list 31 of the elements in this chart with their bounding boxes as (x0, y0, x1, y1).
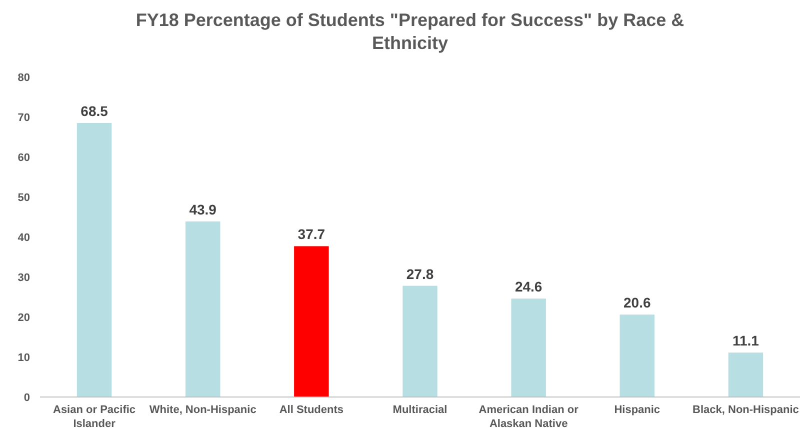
x-tick-label: Hispanic (614, 404, 660, 416)
bar (294, 246, 329, 397)
y-tick-label: 10 (18, 352, 30, 364)
bar (511, 298, 546, 397)
y-tick-label: 40 (18, 232, 30, 244)
x-tick-label: Multiracial (392, 404, 448, 416)
data-label: 43.9 (189, 201, 217, 218)
bar (728, 352, 764, 397)
y-tick-label: 20 (18, 312, 30, 324)
data-label: 11.1 (732, 332, 760, 349)
chart-title: FY18 Percentage of Students "Prepared for Success" by Race & Ethnicity (136, 10, 684, 53)
x-tick-label: Black, Non-Hispanic (692, 404, 799, 416)
x-tick-label: American Indian or Alaskan Native (478, 404, 580, 430)
bar (76, 123, 112, 397)
y-tick-label: 70 (18, 112, 30, 124)
data-label: 27.8 (406, 266, 434, 282)
data-label: 24.6 (514, 278, 542, 295)
y-tick-label: 30 (18, 272, 30, 284)
y-tick-label: 50 (18, 192, 30, 204)
bar (185, 221, 220, 397)
data-label: 37.7 (298, 226, 326, 242)
data-label: 20.6 (624, 294, 651, 311)
data-label: 68.5 (80, 103, 108, 119)
y-tick-label: 0 (24, 392, 30, 404)
x-tick-label: White, Non-Hispanic (149, 404, 256, 416)
x-tick-label: Asian or Pacific Islander (53, 404, 136, 430)
y-tick-label: 80 (18, 72, 30, 84)
bar (620, 314, 655, 397)
y-tick-label: 60 (18, 152, 30, 164)
bar (402, 286, 438, 397)
x-tick-label: All Students (279, 404, 344, 416)
